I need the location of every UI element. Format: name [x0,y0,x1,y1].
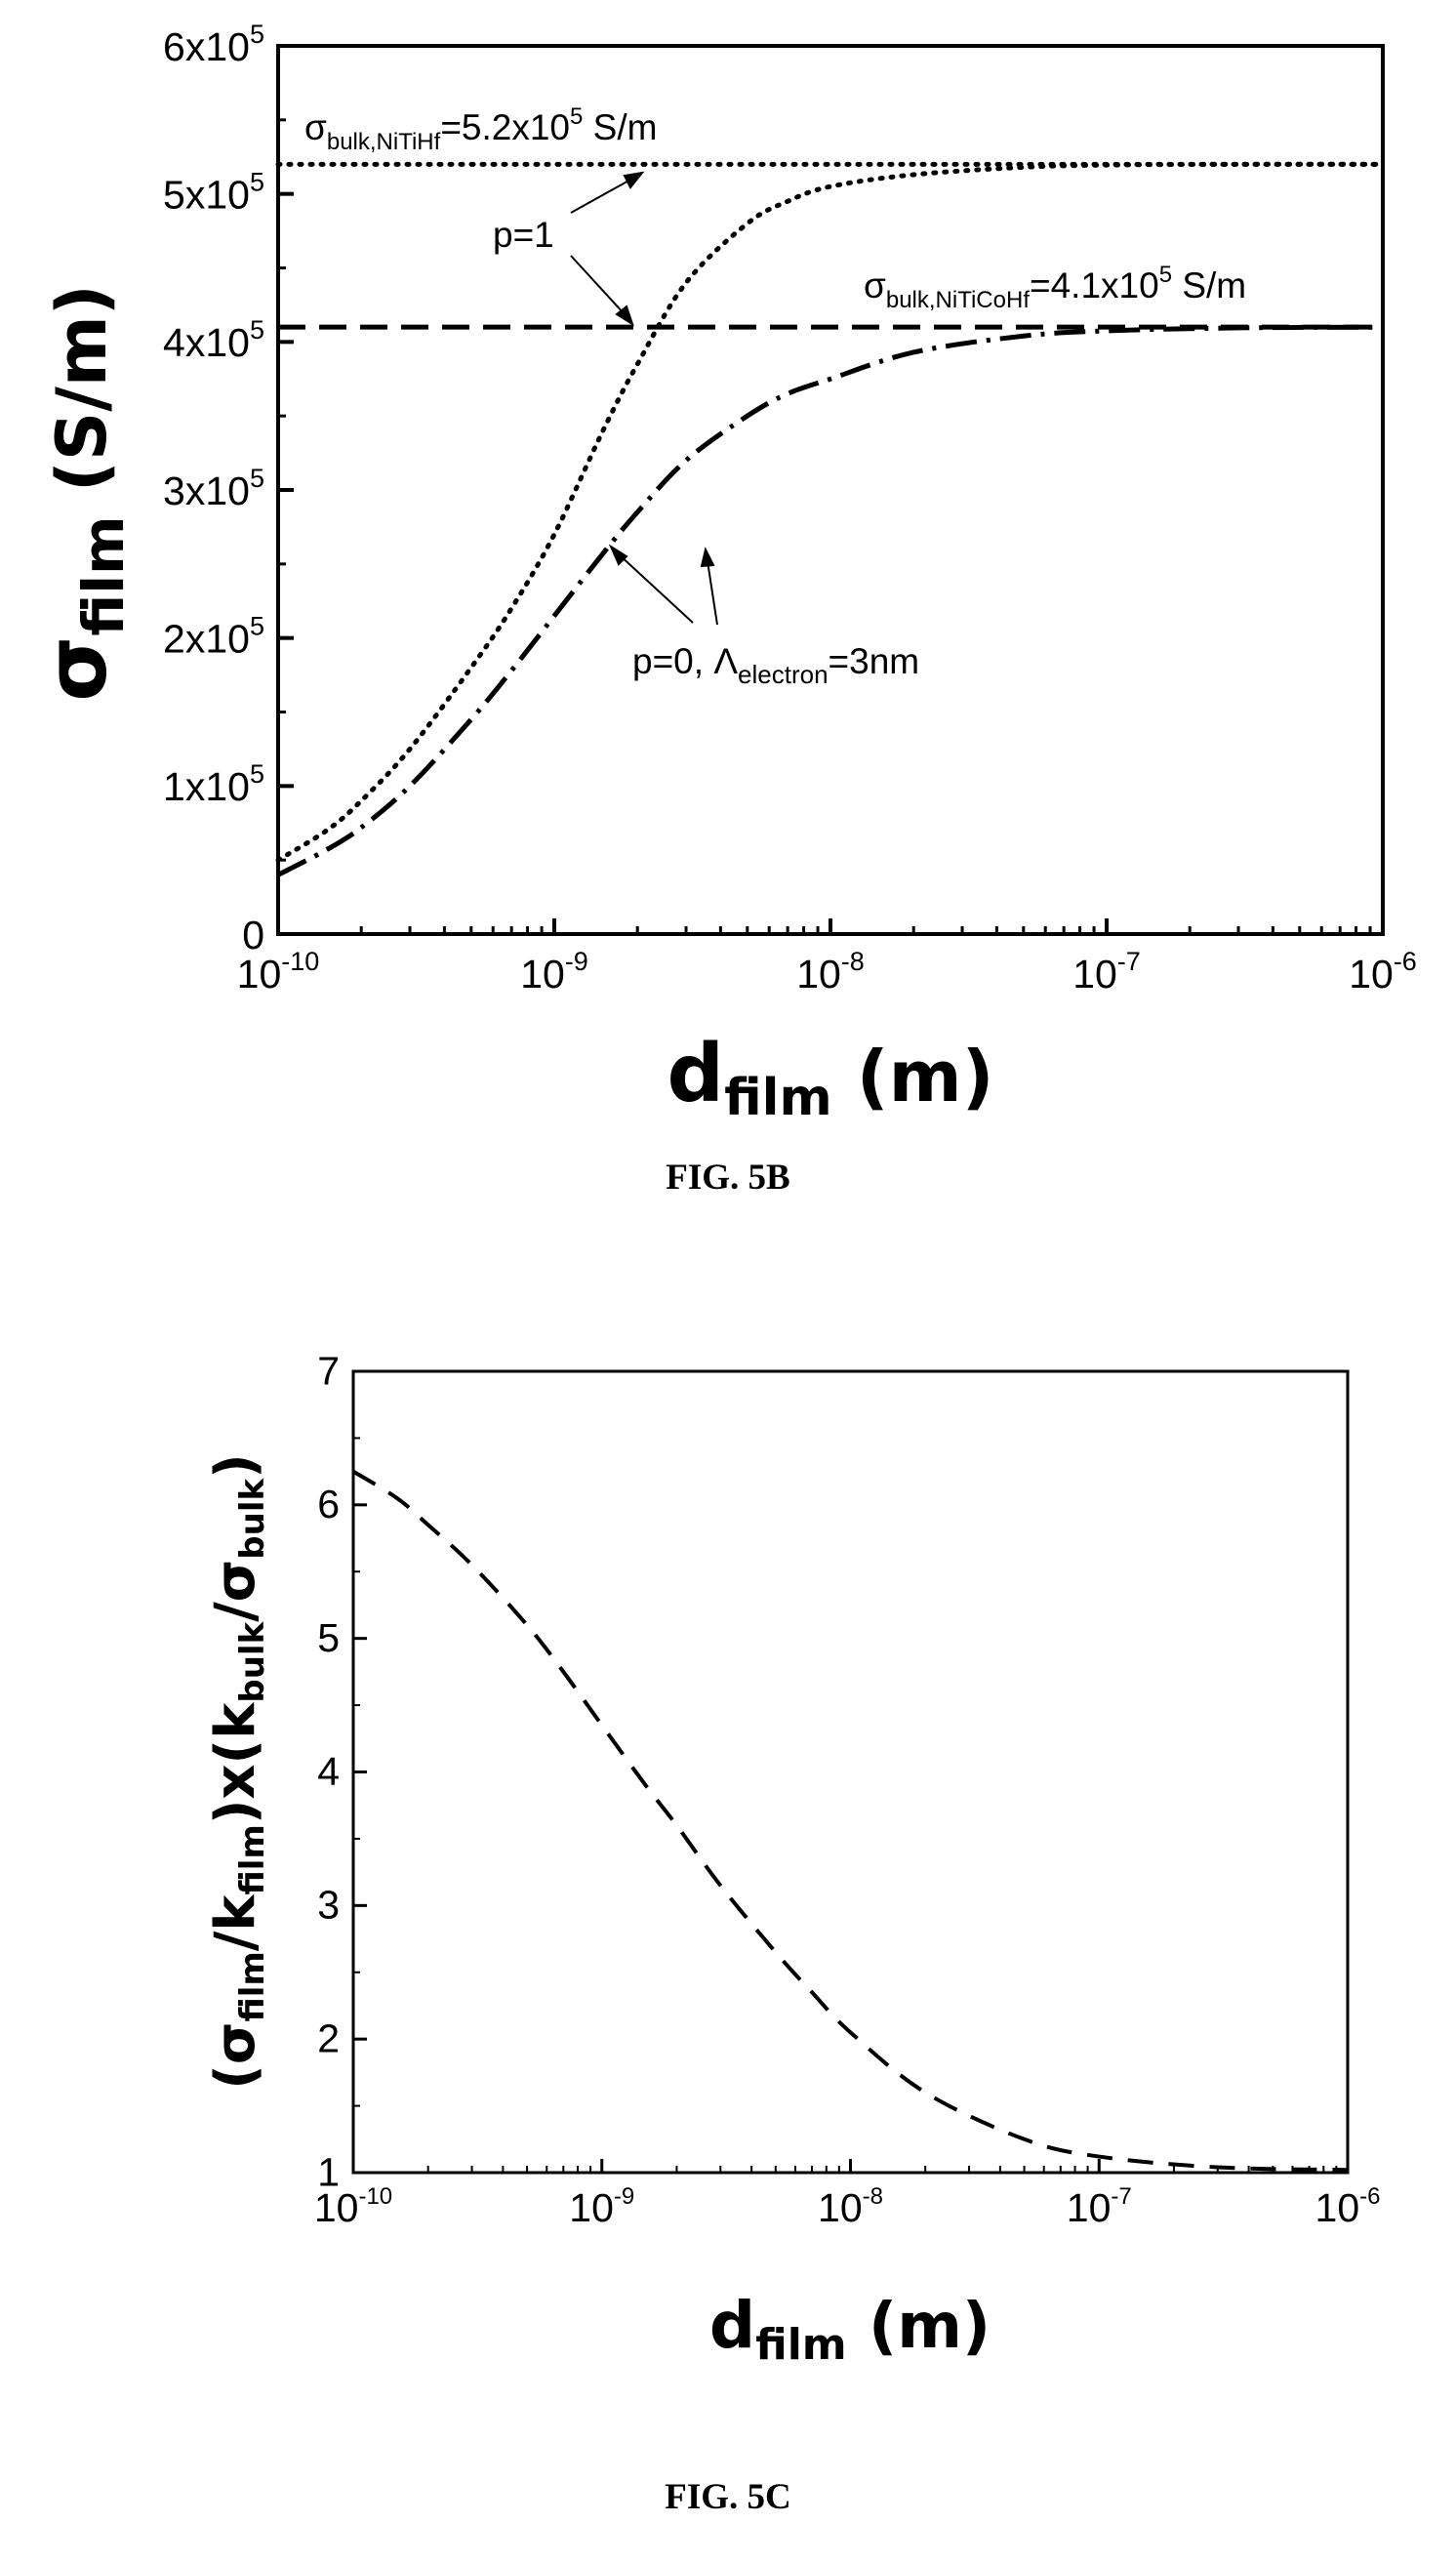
y-axis-label: (σfilm/kfilm)x(kbulk/σbulk) [204,1453,272,2089]
arrow-p0-to-dashdot [707,560,718,626]
arrowhead [615,305,634,327]
y-tick-label: 2 [317,2015,340,2060]
y-axis-label: σfilm (S/m) [28,284,137,702]
annotation-p1: p=1 [493,215,554,255]
series-group [351,1469,1349,2173]
y-tick-label: 5x105 [163,167,264,217]
x-tick-label: 10-6 [1315,2183,1381,2230]
arrow-p0-to-dotted [618,553,694,624]
y-tick-label: 0 [242,913,264,957]
x-tick-label: 10-6 [1349,947,1417,997]
x-tick-label: 10-9 [569,2183,634,2230]
x-ticks: 10-10 10-9 10-8 10-7 10-6 [237,918,1417,997]
arrowhead [700,547,715,568]
arrowhead [623,171,645,189]
y-tick-label: 4 [317,1749,340,1794]
x-tick-label: 10-8 [796,947,865,997]
y-tick-label: 3x105 [163,464,264,513]
y-tick-label: 3 [317,1883,340,1928]
x-ticks: 10-10 10-9 10-8 10-7 10-6 [314,2159,1381,2230]
x-tick-label: 10-10 [314,2183,392,2230]
chart-fig-5b: 10-10 10-9 10-8 10-7 10-6 0 1x105 2x105 3x105 4x… [28,20,1417,1198]
y-tick-label: 2x105 [163,611,264,661]
chart-fig-5c: 10-10 10-9 10-8 10-7 10-6 1 2 3 4 5 6 7 (σfilm/kfi… [204,1348,1380,2517]
figure-caption: FIG. 5B [666,1158,789,1198]
x-tick-label: 10-10 [237,947,320,997]
series-group [275,161,1386,877]
y-ticks: 1 2 3 4 5 6 7 [317,1348,367,2194]
x-axis-label: dfilm (m) [667,1028,993,1127]
series-line-dotted-2 [275,161,1386,863]
y-tick-label: 1 [317,2149,340,2194]
y-tick-label: 6x105 [163,20,264,69]
annotation-bulk-niticohf: σbulk,NiTiCoHf=4.1x105 S/m [864,262,1246,313]
plot-frame [276,44,1385,936]
annotation-bulk-nitihf: σbulk,NiTiHf=5.2x105 S/m [304,103,657,155]
y-tick-label: 1x105 [163,759,264,809]
arrow-p1-to-nitihf [570,178,633,214]
x-tick-label: 10-8 [818,2183,883,2230]
series-line-dashdot-3 [276,324,1384,877]
y-tick-label: 7 [317,1348,340,1393]
x-tick-label: 10-7 [1067,2183,1132,2230]
y-ticks: 0 1x105 2x105 3x105 4x105 5x105 6x105 [163,20,294,957]
y-tick-label: 4x105 [163,315,264,365]
plot-frame [351,1369,1350,2175]
y-tick-label: 5 [317,1615,340,1660]
x-tick-label: 10-9 [520,947,588,997]
arrowhead [608,544,628,566]
y-tick-label: 6 [317,1482,340,1526]
x-axis-label: dfilm (m) [709,2288,991,2370]
x-tick-label: 10-7 [1072,947,1141,997]
annotation-p0: p=0, Λelectron=3nm [632,641,919,689]
annotation-arrows [570,171,718,626]
series-line-dashed-0 [351,1469,1349,2173]
arrow-p1-to-niticohf [570,255,626,315]
figure-caption: FIG. 5C [665,2477,791,2517]
